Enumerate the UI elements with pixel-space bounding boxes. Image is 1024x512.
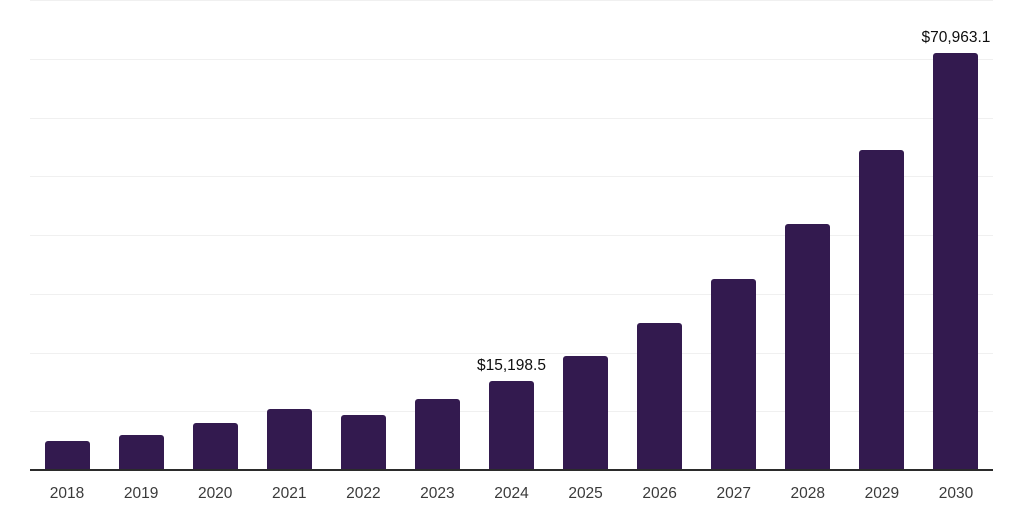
x-tick-2027: 2027: [716, 485, 751, 502]
bar-2025: [563, 355, 609, 470]
gridline: [30, 353, 993, 354]
bar-2022: [340, 415, 386, 470]
x-tick-2026: 2026: [642, 485, 677, 502]
x-axis-line: [30, 468, 993, 471]
x-tick-2025: 2025: [568, 485, 603, 502]
bar-2029: [859, 149, 905, 470]
bar-2020: [192, 423, 238, 470]
gridline: [30, 0, 993, 1]
x-tick-2020: 2020: [197, 485, 233, 502]
x-tick-2029: 2029: [864, 485, 900, 502]
gridline: [30, 176, 993, 177]
bar-2023: [414, 399, 460, 470]
bar-2030: [933, 53, 979, 470]
bar-2019: [118, 434, 164, 470]
gridline: [30, 59, 993, 60]
x-tick-2022: 2022: [346, 485, 381, 502]
x-tick-2021: 2021: [272, 485, 307, 502]
gridline: [30, 294, 993, 295]
gridline: [30, 118, 993, 119]
bar-2018: [44, 440, 90, 470]
x-tick-2023: 2023: [420, 485, 455, 502]
bar-value-label-2030: $70,963.1: [921, 29, 991, 47]
x-tick-2018: 2018: [49, 485, 85, 502]
x-tick-2019: 2019: [123, 485, 159, 502]
bar-2021: [266, 409, 312, 470]
x-tick-2028: 2028: [790, 485, 826, 502]
bar-value-label-2024: $15,198.5: [477, 356, 546, 374]
gridline: [30, 235, 993, 236]
bar-2026: [637, 323, 683, 470]
bar-2027: [711, 279, 757, 470]
x-tick-2030: 2030: [938, 485, 974, 502]
bar-2024: [489, 380, 534, 470]
bar-2028: [785, 223, 831, 470]
x-tick-2024: 2024: [494, 485, 529, 502]
